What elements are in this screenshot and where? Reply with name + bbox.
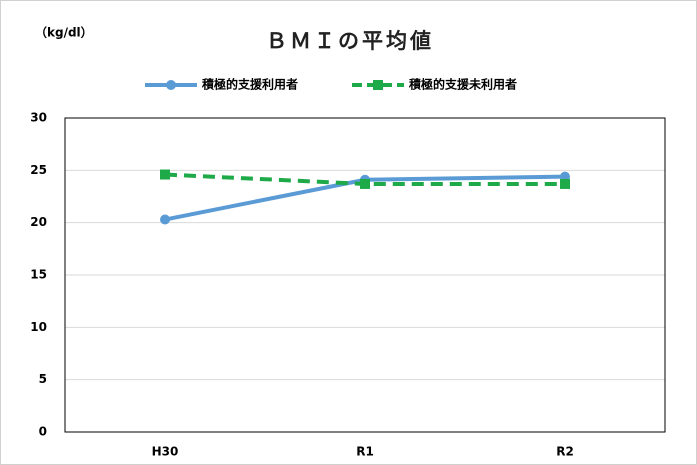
unit-label: （kg/dl） — [35, 25, 93, 40]
y-tick-label: 15 — [30, 268, 47, 282]
legend-marker — [166, 80, 176, 90]
chart-title: ＢＭＩの平均値 — [266, 29, 434, 53]
x-tick-label: H30 — [152, 445, 179, 459]
point — [160, 214, 170, 225]
x-tick-label: R1 — [356, 445, 374, 459]
legend-label: 積極的支援未利用者 — [408, 77, 517, 92]
point — [160, 169, 170, 180]
plot-border — [64, 117, 666, 433]
point — [360, 178, 370, 189]
legend-label: 積極的支援利用者 — [201, 77, 298, 92]
y-tick-label: 10 — [30, 320, 47, 334]
legend-marker — [373, 80, 383, 90]
y-tick-label: 20 — [30, 215, 47, 229]
y-tick-label: 0 — [39, 425, 47, 439]
y-tick-label: 30 — [30, 111, 47, 125]
y-tick-label: 25 — [30, 163, 47, 177]
x-tick-label: R2 — [556, 445, 574, 459]
y-tick-label: 5 — [39, 372, 47, 386]
point — [560, 178, 570, 189]
